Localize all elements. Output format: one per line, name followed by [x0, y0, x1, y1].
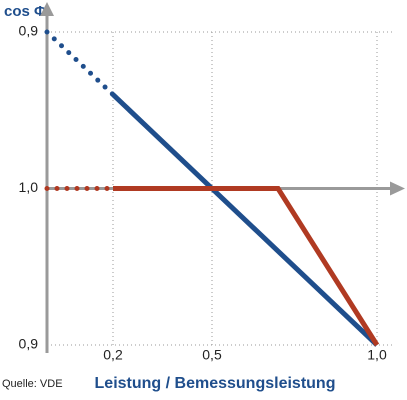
y-axis-label: cos Φ	[4, 3, 46, 20]
y-tick-label: 1,0	[19, 179, 39, 195]
line	[44, 29, 116, 98]
x-axis-arrow	[390, 181, 405, 196]
line	[111, 92, 379, 347]
source: Quelle: VDE	[2, 378, 63, 390]
x-axis-label: Leistung / Bemessungsleistung	[95, 375, 336, 392]
y-axis-arrow	[40, 2, 54, 16]
x-tick-label: 0,5	[202, 347, 222, 363]
line	[113, 186, 380, 347]
x-tick-label: 0,2	[103, 347, 123, 363]
x-tick-label: 1,0	[367, 347, 387, 363]
y-tick-label: 0,9	[19, 23, 39, 39]
y-tick-label: 0,9	[19, 336, 39, 352]
